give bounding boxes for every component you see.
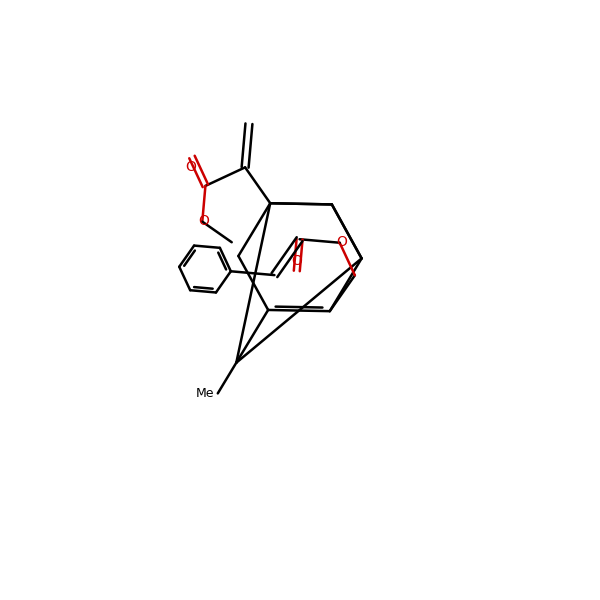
Text: O: O	[198, 214, 209, 227]
Text: O: O	[336, 235, 347, 249]
Text: O: O	[185, 160, 196, 174]
Text: Me: Me	[195, 387, 214, 400]
Text: O: O	[292, 254, 302, 268]
